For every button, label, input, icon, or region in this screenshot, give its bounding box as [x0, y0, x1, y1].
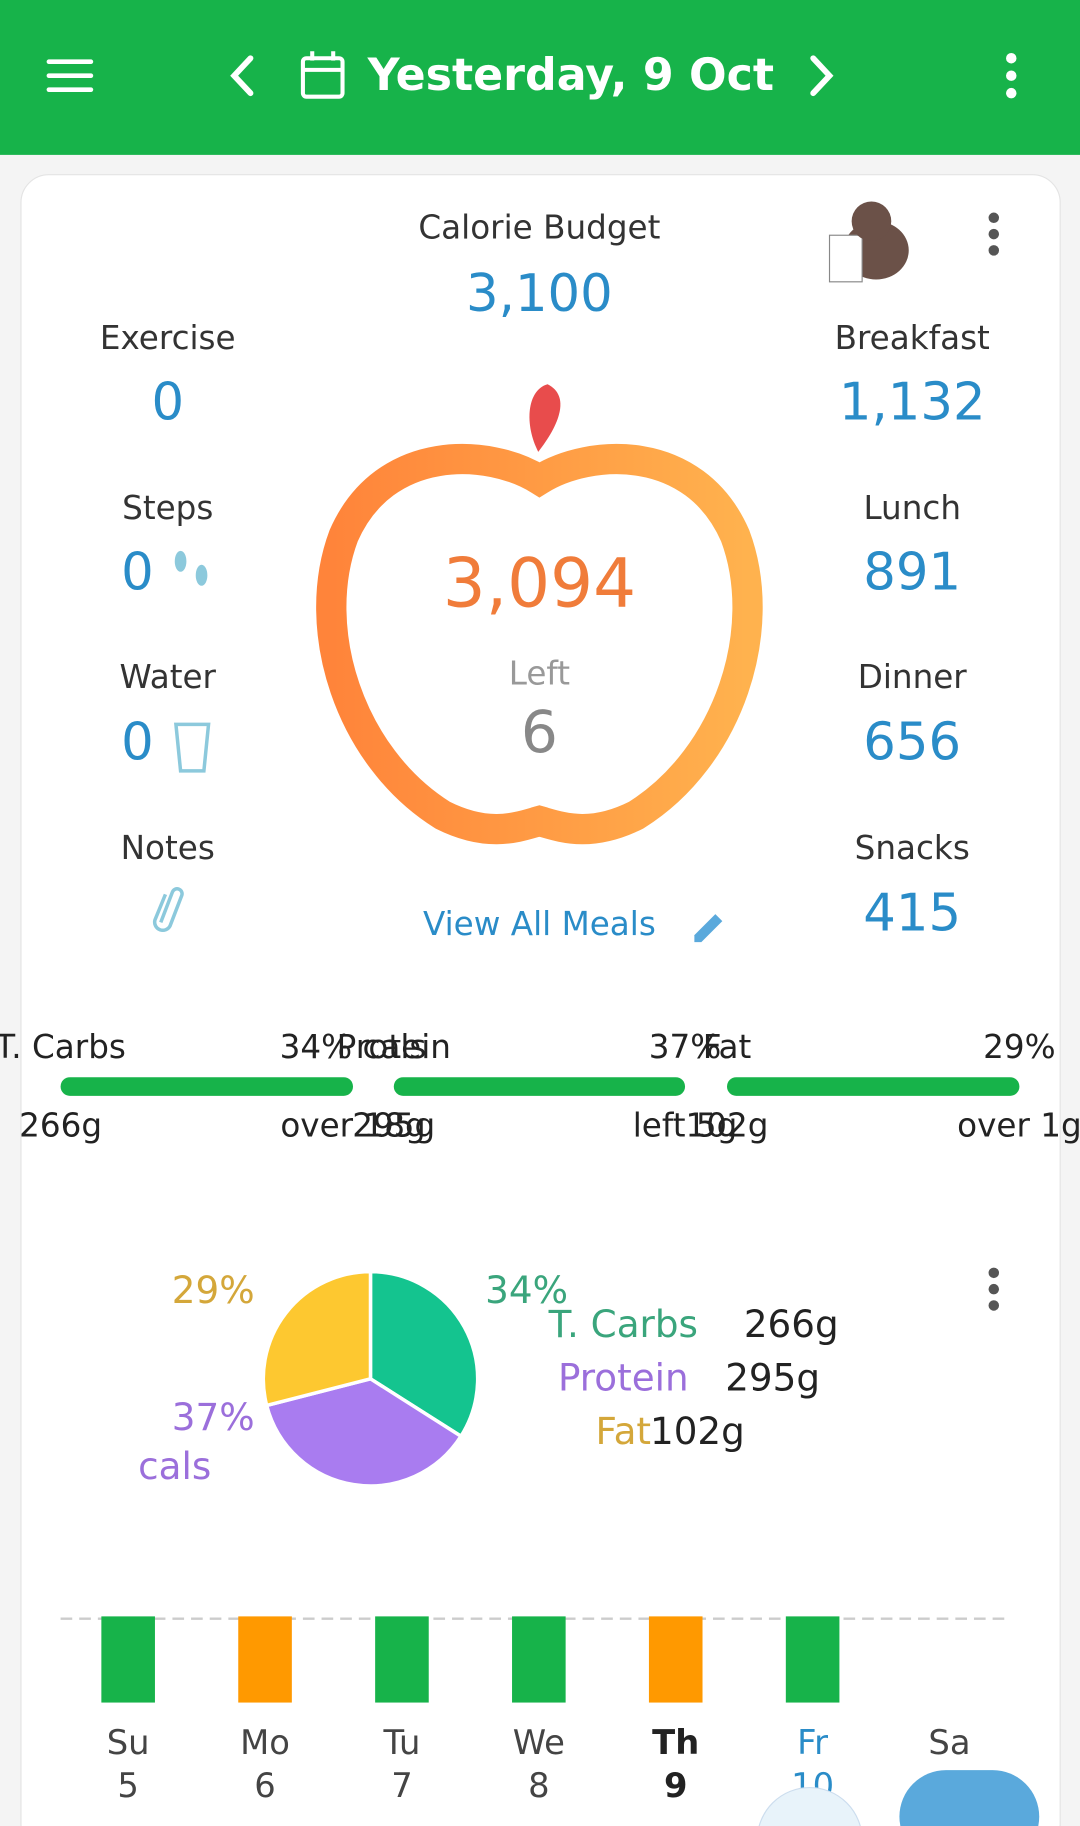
- macro-percent: 37%: [649, 1028, 722, 1066]
- stat-value: 0: [121, 712, 154, 772]
- apple-ring: [316, 443, 763, 845]
- pie-slice: [261, 1269, 373, 1408]
- day-date: 7: [391, 1766, 412, 1805]
- day-date: 9: [664, 1766, 688, 1805]
- macro-bar: [393, 1077, 686, 1096]
- day-name: Th: [652, 1723, 699, 1762]
- pie-label: 37%: [172, 1395, 255, 1439]
- fab-add[interactable]: [899, 1770, 1040, 1826]
- day-bar: [785, 1616, 840, 1703]
- meal-label: Breakfast: [835, 319, 990, 357]
- meal-value: 1,132: [839, 372, 986, 432]
- day-name: Su: [107, 1723, 150, 1762]
- macro-percent: 34% cals: [280, 1028, 427, 1066]
- macro-status: over 1g: [957, 1106, 1080, 1144]
- macro-bar: [726, 1077, 1020, 1096]
- legend-name: T. Carbs: [548, 1302, 698, 1346]
- day-bar: [648, 1616, 703, 1703]
- meal-label: Snacks: [855, 829, 970, 867]
- legend-grams: 102g: [650, 1409, 745, 1453]
- meal-value: 891: [863, 542, 961, 602]
- macro-grams: 102g: [686, 1106, 769, 1144]
- stat-value: 0: [151, 372, 184, 432]
- pie-label: 29%: [172, 1268, 255, 1312]
- macro-percent: 29%: [983, 1028, 1056, 1066]
- view-all-meals[interactable]: View All Meals: [423, 905, 656, 943]
- macro-name: Fat: [703, 1028, 752, 1066]
- dog-mascot: [828, 201, 909, 283]
- overflow-menu[interactable]: [1006, 52, 1017, 99]
- macro-bar: [60, 1077, 354, 1096]
- notes-icon[interactable]: [152, 887, 184, 933]
- day-bar: [101, 1616, 155, 1703]
- day-bar: [512, 1616, 566, 1703]
- apple-stem: [529, 384, 561, 452]
- day-name: Fr: [797, 1723, 828, 1762]
- macro-status: over 18g: [280, 1106, 425, 1144]
- legend-grams: 295g: [725, 1355, 820, 1399]
- card-menu[interactable]: [988, 212, 1000, 256]
- fab-secondary[interactable]: [757, 1787, 862, 1826]
- left-label: Left: [509, 654, 570, 692]
- day-date: 6: [254, 1766, 275, 1805]
- meal-label: Dinner: [858, 658, 968, 696]
- day-bar: [238, 1616, 292, 1703]
- macro-grams: 266g: [19, 1106, 102, 1144]
- calories-eaten: 3,094: [443, 544, 636, 623]
- stat-label: Water: [120, 658, 217, 696]
- meal-value: 656: [863, 712, 961, 772]
- legend-grams: 266g: [744, 1302, 839, 1346]
- next-day[interactable]: [810, 55, 834, 97]
- legend-name: Fat: [596, 1409, 651, 1453]
- legend-name: Protein: [558, 1355, 689, 1399]
- macro-name: T. Carbs: [0, 1028, 126, 1066]
- stat-label: Notes: [121, 829, 215, 867]
- meal-value: 415: [863, 884, 961, 944]
- day-name: Mo: [240, 1723, 290, 1762]
- pie-slice: [264, 1376, 464, 1488]
- day-date: 8: [528, 1766, 549, 1805]
- day-name: Sa: [928, 1723, 970, 1762]
- steps-icon: [174, 550, 208, 586]
- date-title: Yesterday, 9 Oct: [367, 50, 774, 101]
- macro-name: Protein: [337, 1028, 451, 1066]
- budget-value: 3,100: [466, 264, 613, 324]
- stat-label: Steps: [122, 489, 213, 527]
- edit-icon[interactable]: [694, 914, 723, 943]
- calendar-button[interactable]: [300, 51, 345, 99]
- menu-button[interactable]: [46, 59, 94, 92]
- pie-menu[interactable]: [988, 1267, 1000, 1311]
- water-icon: [173, 722, 211, 773]
- macro-status: left 5g: [633, 1106, 738, 1144]
- day-date: 5: [117, 1766, 138, 1805]
- left-value: 6: [521, 698, 558, 766]
- pie-label: 34%: [485, 1268, 568, 1312]
- macro-grams: 295g: [352, 1106, 435, 1144]
- pie-annotation: cals: [138, 1444, 211, 1488]
- prev-day[interactable]: [230, 55, 254, 97]
- meal-label: Lunch: [863, 489, 961, 527]
- day-name: We: [513, 1723, 565, 1762]
- stat-value: 0: [121, 542, 154, 602]
- stat-label: Exercise: [100, 319, 236, 357]
- budget-label: Calorie Budget: [418, 208, 660, 246]
- app-bar: [0, 0, 1080, 155]
- day-name: Tu: [382, 1723, 420, 1762]
- day-bar: [375, 1616, 429, 1703]
